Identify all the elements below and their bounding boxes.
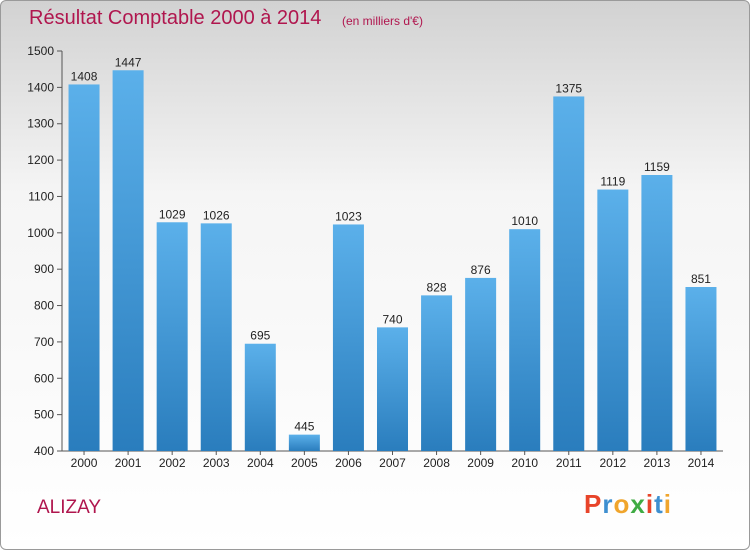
chart-title: Résultat Comptable 2000 à 2014 [29,7,322,29]
y-tick-label: 400 [34,444,54,458]
bar [68,84,100,452]
x-tick-label: 2000 [71,456,98,470]
y-tick-label: 1200 [27,153,54,167]
logo-letter: i [663,489,672,519]
bar [509,229,541,451]
data-label: 695 [250,329,270,343]
logo-letter: i [645,489,655,519]
bar [685,287,717,451]
bar [244,343,276,451]
logo-letter: P [584,489,603,519]
data-label: 1010 [511,214,538,228]
y-tick-label: 600 [34,371,54,385]
x-tick-label: 2014 [688,456,715,470]
data-label: 828 [427,280,447,294]
x-tick-label: 2007 [379,456,406,470]
data-label: 740 [382,312,402,326]
data-label: 1159 [644,160,670,174]
chart-unit: (en milliers d'€) [342,14,423,28]
bar [597,189,629,451]
data-label: 1447 [115,55,142,69]
y-tick-label: 900 [34,262,54,276]
data-label: 1375 [555,81,582,95]
x-tick-label: 2004 [247,456,274,470]
x-tick-label: 2012 [599,456,626,470]
x-tick-label: 2006 [335,456,362,470]
logo-letter: o [613,489,631,519]
y-tick-label: 1400 [27,80,54,94]
x-tick-label: 2005 [291,456,318,470]
x-tick-label: 2002 [159,456,186,470]
bar [465,277,497,451]
data-label: 1408 [71,69,98,83]
data-label: 1119 [600,175,625,189]
data-label: 1029 [159,207,186,221]
bar [377,327,408,451]
data-label: 876 [471,263,491,277]
x-tick-label: 2003 [203,456,230,470]
bar [156,222,188,451]
bar [112,70,144,451]
x-tick-label: 2001 [115,456,142,470]
logo-letter: x [630,489,646,519]
x-tick-label: 2011 [556,456,582,470]
y-tick-label: 500 [34,408,54,422]
proxiti-logo[interactable]: Proxiti [584,489,672,520]
data-label: 851 [691,272,711,286]
bar [200,223,232,451]
y-tick-label: 1100 [28,189,54,203]
x-tick-label: 2010 [511,456,538,470]
x-tick-label: 2009 [467,456,494,470]
y-tick-label: 800 [34,299,54,313]
town-label: ALIZAY [37,497,102,518]
y-tick-label: 1000 [27,226,54,240]
data-label: 1026 [203,208,230,222]
bar [421,295,453,451]
data-label: 445 [294,420,314,434]
bar [553,96,585,452]
y-tick-label: 1500 [27,44,54,58]
bar [288,434,320,451]
y-tick-label: 700 [34,335,54,349]
logo-letter: r [602,489,614,519]
bar [332,224,364,451]
x-tick-label: 2008 [423,456,450,470]
y-tick-label: 1300 [27,117,54,131]
plot-area: 400 500 600 700 800 900 1000 1100 1200 1300 1400 15… [27,44,723,470]
x-tick-label: 2013 [644,456,671,470]
bar [641,175,673,451]
logo-letter: t [654,489,664,519]
data-label: 1023 [335,209,362,223]
